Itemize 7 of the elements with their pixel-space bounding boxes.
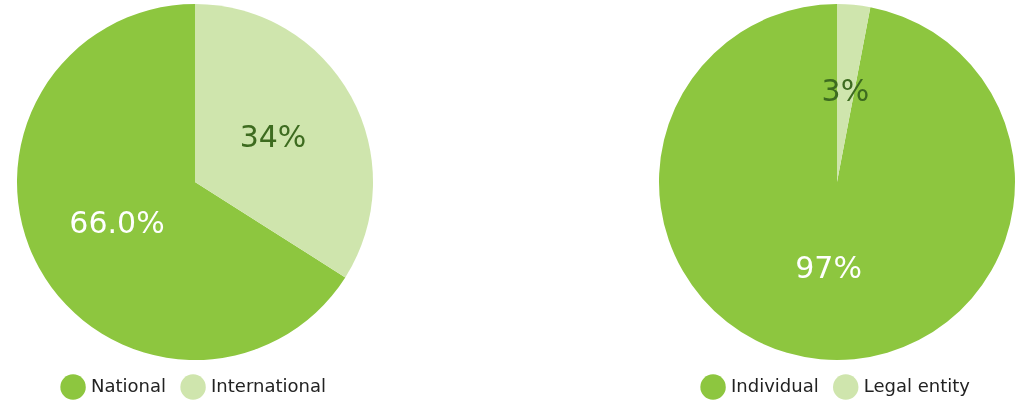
legend-label: Individual xyxy=(731,374,819,396)
legend-label: Legal entity xyxy=(863,374,971,396)
legend-label: National xyxy=(91,374,167,396)
data-label: 34% xyxy=(239,118,307,154)
data-label: 66.0% xyxy=(69,204,165,240)
legend-label: International xyxy=(211,374,326,396)
data-label: 97% xyxy=(795,250,862,286)
